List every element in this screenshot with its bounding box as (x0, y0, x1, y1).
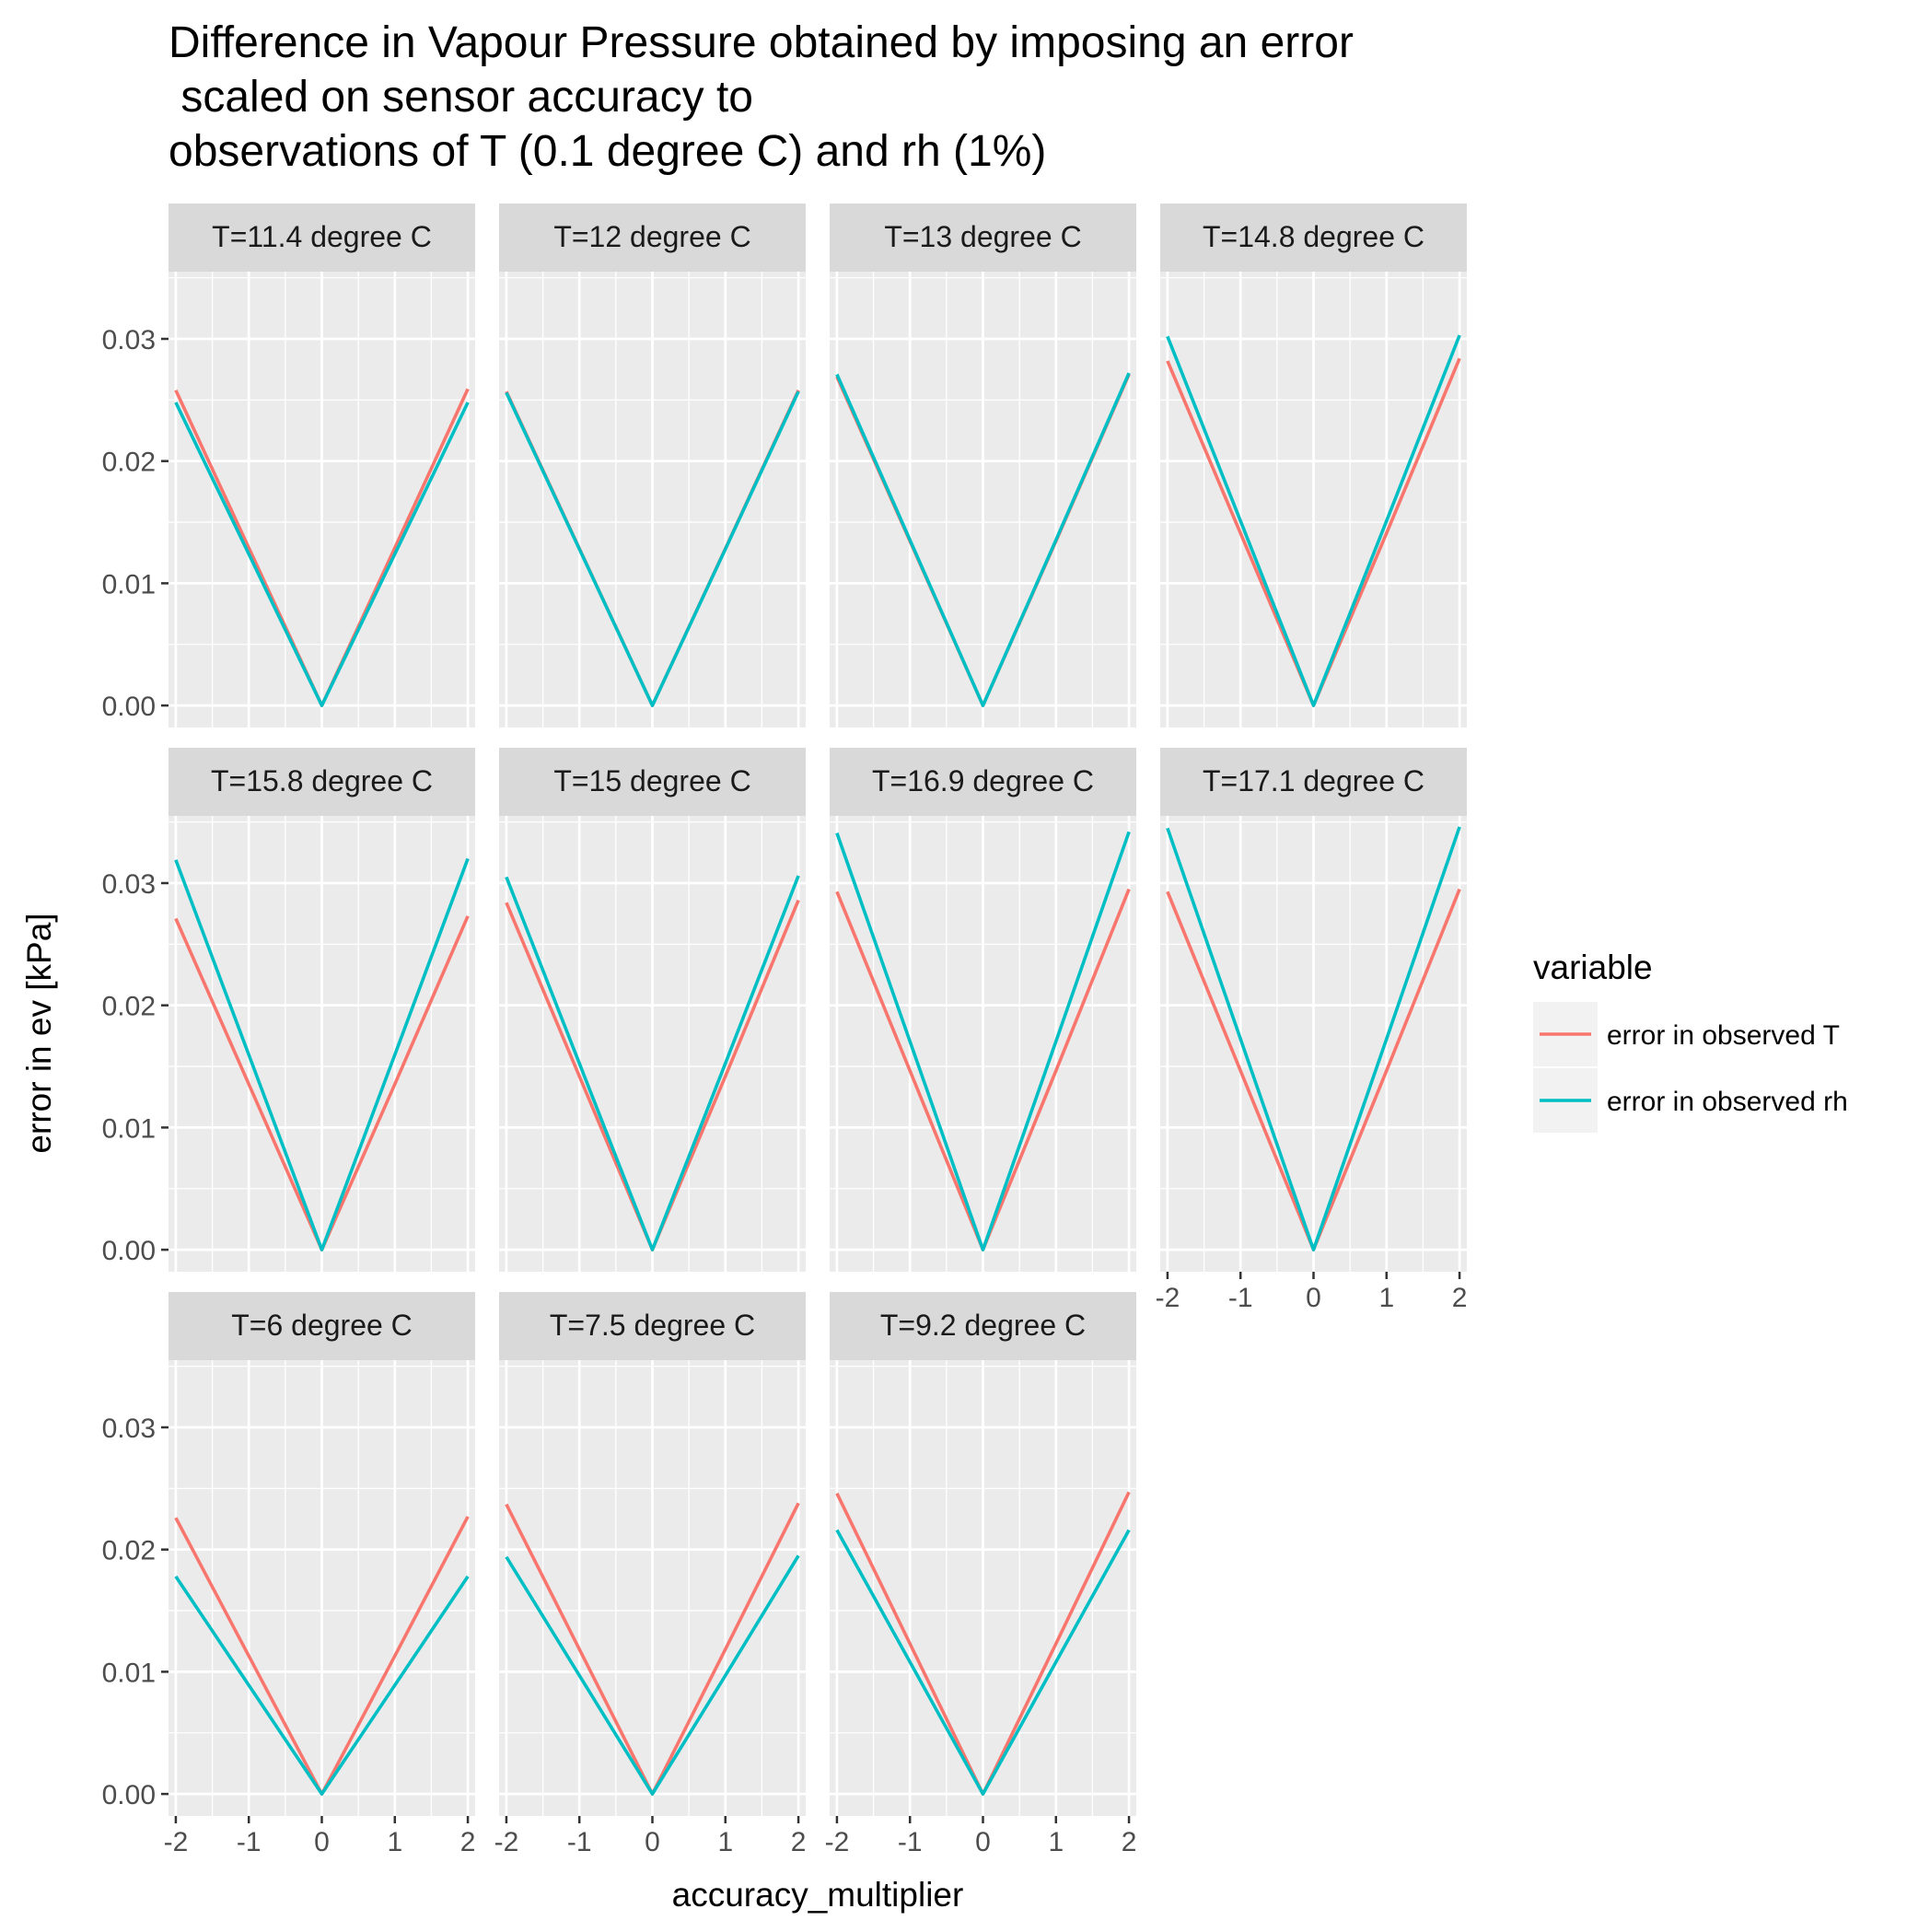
facet-panel: T=9.2 degree C (830, 1292, 1136, 1816)
x-axis: -2 -1 0 1 2 (1156, 1272, 1468, 1313)
y-tick-label: 0.00 (102, 692, 156, 722)
x-axis: -2 -1 0 1 2 (494, 1816, 807, 1857)
y-tick-label: 0.01 (102, 569, 156, 599)
series-line-rh (174, 402, 470, 707)
x-axes: -2 -1 0 1 2 -2 -1 0 1 2 -2 -1 0 1 2 -2 -1 0 1 2 (164, 1272, 1468, 1857)
facet-strip-label: T=15 degree C (553, 764, 750, 797)
facet-strip-label: T=16.9 degree C (872, 764, 1094, 797)
series-line-rh (505, 390, 800, 707)
facet-panel: T=17.1 degree C (1160, 748, 1467, 1272)
x-tick-label: 2 (1452, 1283, 1468, 1313)
x-tick-label: -1 (898, 1827, 923, 1857)
facet-panel: T=14.8 degree C (1160, 204, 1467, 727)
x-tick-label: 2 (791, 1827, 807, 1857)
facet-strip (499, 204, 806, 272)
facet-strip (830, 748, 1136, 816)
facet-panels: T=11.4 degree C T=12 degree C T=13 degree … (169, 204, 1467, 1816)
x-tick-label: 2 (1122, 1827, 1137, 1857)
x-axis: -2 -1 0 1 2 (164, 1816, 476, 1857)
legend-entry: error in observed rh (1533, 1068, 1848, 1133)
y-tick-label: 0.02 (102, 448, 156, 478)
chart-title-line: scaled on sensor accuracy to (169, 73, 753, 122)
series-line-rh (505, 1554, 800, 1796)
x-tick-label: 0 (1306, 1283, 1321, 1313)
facet-strip (169, 748, 475, 816)
x-tick-label: -2 (164, 1827, 189, 1857)
facet-strip (169, 204, 475, 272)
series-line-rh (1166, 826, 1461, 1251)
series-line-rh (835, 1529, 1131, 1796)
chart-title-line: observations of T (0.1 degree C) and rh … (169, 127, 1046, 176)
facet-strip (499, 748, 806, 816)
x-tick-label: -1 (1228, 1283, 1253, 1313)
facet-strip (830, 204, 1136, 272)
legend-title: variable (1533, 949, 1653, 986)
y-tick-label: 0.01 (102, 1658, 156, 1688)
facet-strip-label: T=17.1 degree C (1203, 764, 1424, 797)
facet-strip-label: T=9.2 degree C (880, 1309, 1086, 1342)
y-tick-label: 0.01 (102, 1113, 156, 1144)
x-tick-label: 1 (387, 1827, 402, 1857)
y-tick-label: 0.02 (102, 992, 156, 1022)
facet-strip-label: T=15.8 degree C (211, 764, 433, 797)
x-axis-label: accuracy_multiplier (672, 1876, 964, 1914)
legend-label: error in observed rh (1607, 1087, 1848, 1117)
y-tick-label: 0.03 (102, 1414, 156, 1444)
x-tick-label: -2 (494, 1827, 519, 1857)
facet-strip-label: T=11.4 degree C (212, 220, 432, 253)
facet-panel: T=6 degree C (169, 1292, 475, 1816)
y-axes: 0.00 0.01 0.02 0.03 0.00 0.01 0.02 0.03 0.00 0.01… (102, 325, 169, 1810)
series-line-rh (174, 857, 470, 1251)
chart-title-line: Difference in Vapour Pressure obtained b… (169, 18, 1354, 67)
x-tick-label: -1 (237, 1827, 262, 1857)
x-tick-label: 0 (314, 1827, 330, 1857)
x-tick-label: 0 (975, 1827, 991, 1857)
y-tick-label: 0.03 (102, 869, 156, 900)
x-tick-label: -2 (825, 1827, 850, 1857)
facet-panel: T=12 degree C (499, 204, 806, 727)
series-line-rh (505, 875, 800, 1251)
x-tick-label: -2 (1156, 1283, 1180, 1313)
series-line-rh (835, 831, 1131, 1251)
legend: variable error in observed T error in obs… (1533, 949, 1848, 1133)
facet-strip-label: T=13 degree C (884, 220, 1081, 253)
x-tick-label: 1 (1048, 1827, 1064, 1857)
y-tick-label: 0.00 (102, 1780, 156, 1810)
x-tick-label: -1 (567, 1827, 592, 1857)
x-tick-label: 1 (1378, 1283, 1394, 1313)
x-axis: -2 -1 0 1 2 (825, 1816, 1137, 1857)
legend-entry: error in observed T (1533, 1002, 1840, 1066)
series-line-rh (174, 1575, 470, 1796)
facet-panel: T=15 degree C (499, 748, 806, 1272)
y-tick-label: 0.00 (102, 1236, 156, 1266)
facet-strip (169, 1292, 475, 1360)
facet-strip (830, 1292, 1136, 1360)
y-axis: 0.00 0.01 0.02 0.03 (102, 325, 169, 722)
series-line-rh (835, 372, 1131, 707)
x-tick-label: 0 (645, 1827, 660, 1857)
facet-strip-label: T=6 degree C (231, 1309, 413, 1342)
facet-strip (1160, 204, 1467, 272)
y-axis-label: error in ev [kPa] (20, 913, 58, 1153)
legend-label: error in observed T (1607, 1020, 1840, 1051)
x-tick-label: 2 (460, 1827, 476, 1857)
facet-strip (499, 1292, 806, 1360)
chart-title: Difference in Vapour Pressure obtained b… (169, 18, 1354, 176)
y-axis: 0.00 0.01 0.02 0.03 (102, 1414, 169, 1810)
facet-panel: T=11.4 degree C (169, 204, 475, 727)
facet-strip-label: T=12 degree C (553, 220, 750, 253)
facet-panel: T=15.8 degree C (169, 748, 475, 1272)
facet-strip-label: T=14.8 degree C (1203, 220, 1424, 253)
series-line-rh (1166, 334, 1461, 707)
y-tick-label: 0.03 (102, 325, 156, 355)
y-tick-label: 0.02 (102, 1536, 156, 1566)
facet-strip (1160, 748, 1467, 816)
facet-panel: T=7.5 degree C (499, 1292, 806, 1816)
x-tick-label: 1 (717, 1827, 733, 1857)
y-axis: 0.00 0.01 0.02 0.03 (102, 869, 169, 1266)
facet-strip-label: T=7.5 degree C (550, 1309, 755, 1342)
facet-panel: T=13 degree C (830, 204, 1136, 727)
facet-panel: T=16.9 degree C (830, 748, 1136, 1272)
